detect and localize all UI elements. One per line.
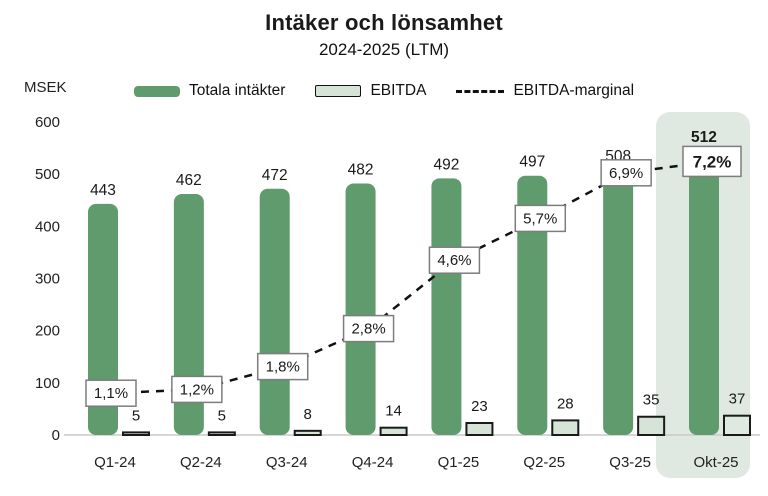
ebitda-bar [722, 414, 751, 436]
ebitda-value-label: 5 [218, 407, 226, 424]
margin-label: 1,8% [266, 359, 300, 376]
ebitda-bar [379, 426, 408, 436]
legend-item-revenue: Totala intäkter [133, 82, 286, 100]
ebitda-value-label: 8 [304, 406, 312, 423]
margin-label-box [256, 352, 309, 381]
y-axis-tick-label: 200 [35, 323, 60, 340]
revenue-swatch-icon [133, 85, 180, 97]
ebitda-bar [551, 419, 580, 437]
x-axis-label: Q2-25 [523, 454, 565, 471]
revenue-bar [88, 203, 118, 435]
y-axis-tick-label: 300 [35, 271, 60, 288]
chart-title: Intäker och lönsamhet [265, 10, 503, 35]
revenue-bar [173, 193, 204, 435]
margin-label: 7,2% [693, 152, 732, 171]
x-axis-label: Q4-24 [352, 454, 394, 471]
ebitda-value-label: 28 [557, 395, 574, 412]
revenue-value-label: 512 [691, 129, 717, 146]
revenue-bar [517, 175, 548, 435]
margin-label: 5,7% [523, 210, 557, 227]
ebitda-bar [207, 431, 236, 436]
x-axis-label: Q3-25 [609, 454, 651, 471]
y-axis-tick-label: 400 [35, 218, 60, 235]
ebitda-bar [293, 429, 322, 436]
ebitda-bar [637, 415, 666, 437]
legend-item-margin: EBITDA-marginal [456, 82, 634, 100]
revenue-value-label: 492 [433, 156, 459, 173]
revenue-value-label: 462 [176, 172, 202, 189]
ebitda-value-label: 5 [132, 407, 140, 424]
revenue-value-label: 443 [90, 182, 116, 199]
revenue-bar [431, 178, 462, 435]
margin-label: 6,9% [609, 165, 643, 182]
chart-subtitle: 2024-2025 (LTM) [318, 40, 450, 59]
y-axis-tick-label: 100 [35, 375, 60, 392]
chart-svg: 0 100 200 300 400 500 600 443 5 Q1-24 462 5 Q2-24 472… [35, 112, 760, 478]
legend-label-revenue: Totala intäkter [188, 82, 286, 99]
ebitda-value-label: 35 [643, 392, 660, 409]
margin-label-box [85, 379, 137, 407]
legend: Totala intäkter EBITDA EBITDA-marginal [0, 82, 768, 100]
margin-label: 4,6% [437, 252, 471, 269]
legend-label-margin: EBITDA-marginal [513, 82, 635, 99]
margin-label: 1,1% [94, 385, 128, 402]
margin-label-box [600, 159, 652, 187]
y-axis-unit-label: MSEK [24, 79, 67, 96]
dashed-line-icon [456, 89, 505, 93]
ebitda-value-label: 14 [385, 403, 402, 420]
margin-label-box [342, 314, 395, 343]
ebitda-value-label: 23 [471, 398, 488, 415]
margin-label-box [682, 145, 742, 178]
margin-label-box [428, 246, 481, 274]
ebitda-bar [465, 422, 494, 437]
legend-label-ebitda: EBITDA [370, 82, 427, 99]
revenue-value-label: 497 [519, 154, 545, 171]
ebitda-value-label: 37 [729, 391, 746, 408]
legend-item-ebitda: EBITDA [315, 82, 426, 100]
margin-label: 1,2% [180, 381, 214, 398]
y-axis-tick-label: 0 [52, 427, 60, 444]
revenue-bar [603, 169, 634, 435]
ebitda-swatch-icon [315, 85, 362, 97]
x-axis-label: Q3-24 [266, 454, 308, 471]
x-axis-label: Q2-24 [180, 454, 222, 471]
x-axis-label: Okt-25 [693, 454, 738, 471]
revenue-bar [688, 167, 719, 435]
revenue-value-label: 472 [262, 167, 288, 184]
y-axis-tick-label: 600 [35, 114, 60, 131]
revenue-bar [345, 183, 376, 435]
y-axis-tick-label: 500 [35, 166, 60, 183]
x-axis-label: Q1-25 [438, 454, 480, 471]
margin-label-box [514, 204, 567, 233]
x-axis-label: Q1-24 [94, 454, 136, 471]
revenue-value-label: 482 [348, 162, 374, 179]
revenue-bar [259, 188, 290, 435]
ebitda-bar [122, 431, 150, 436]
margin-label: 2,8% [351, 321, 385, 338]
margin-label-box [171, 375, 223, 404]
